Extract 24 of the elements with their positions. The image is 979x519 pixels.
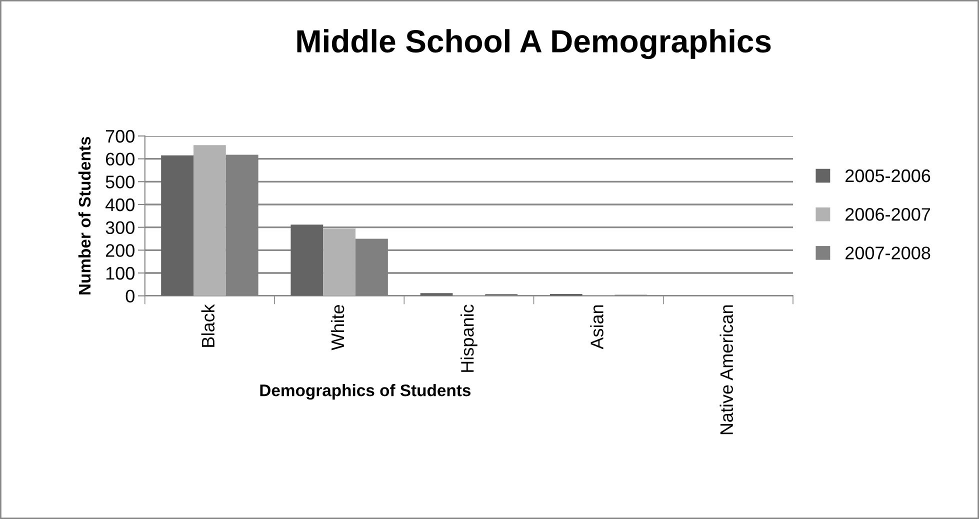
y-tick-label: 100 — [106, 266, 134, 280]
bar — [161, 155, 194, 296]
bar — [194, 145, 226, 296]
legend-label: 2006-2007 — [846, 208, 930, 221]
x-tick-label: White — [330, 304, 344, 350]
y-tick-label: 0 — [126, 290, 134, 303]
y-tick-label: 200 — [106, 244, 134, 257]
chart-title: Middle School A Demographics — [297, 29, 771, 60]
legend-label: 2005-2006 — [846, 169, 930, 182]
x-tick-label: Asian — [590, 305, 604, 350]
y-tick-label: 300 — [106, 221, 134, 234]
legend-label: 2007-2008 — [846, 246, 930, 260]
x-axis-title: Demographics of Students — [260, 384, 471, 400]
x-tick-label: Hispanic — [460, 304, 478, 372]
y-tick-label: 400 — [105, 198, 134, 212]
y-tick-label: 500 — [106, 176, 134, 188]
bar — [420, 293, 453, 296]
y-axis-title: Number of Students — [78, 136, 91, 294]
bar — [323, 228, 356, 296]
y-tick-label: 600 — [106, 152, 134, 166]
x-tick-label: Native American — [720, 305, 734, 434]
bar — [290, 224, 324, 296]
x-tick-label: Black — [201, 304, 215, 347]
y-tick-label: 700 — [106, 130, 134, 143]
